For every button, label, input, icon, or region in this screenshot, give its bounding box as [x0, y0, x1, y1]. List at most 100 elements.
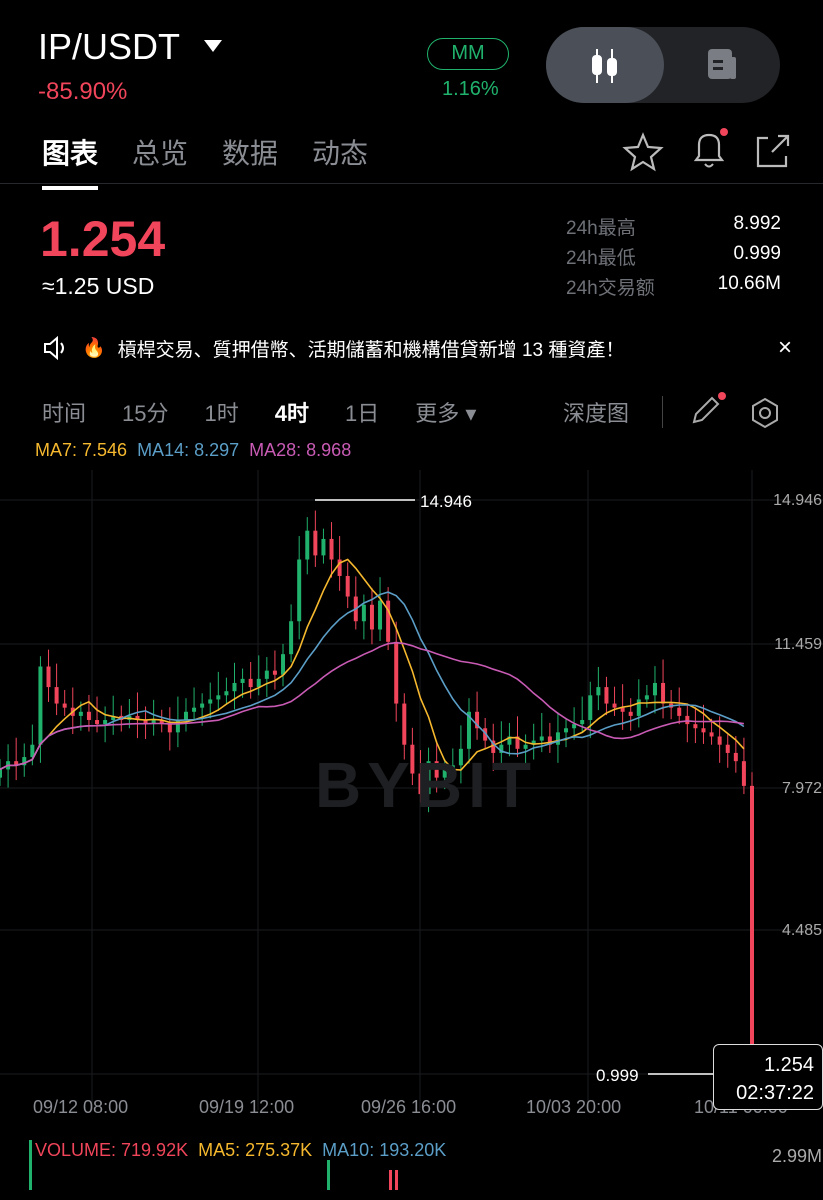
last-price: 1.254	[40, 211, 166, 267]
y-tick: 4.485	[781, 922, 822, 939]
candle-body	[240, 678, 245, 683]
tf-15m[interactable]: 15分	[122, 401, 169, 426]
candle-body	[612, 703, 617, 708]
candle-body	[628, 711, 633, 716]
ma28-label: MA28: 8.968	[249, 440, 352, 460]
candle-body	[0, 769, 2, 778]
last-price-tag: 1.254 02:37:22	[713, 1044, 823, 1110]
candle-body	[167, 724, 172, 733]
tf-1d[interactable]: 1日	[345, 401, 380, 426]
orderbook-icon[interactable]	[704, 47, 740, 83]
mm-badge[interactable]: MM	[427, 38, 509, 70]
depth-chart-button[interactable]: 深度图	[563, 401, 630, 426]
ma14-line	[0, 591, 745, 771]
fire-icon: 🔥	[82, 338, 106, 359]
ma7-line	[0, 558, 745, 771]
price-chart[interactable]	[0, 470, 823, 1190]
low-label: 0.999	[596, 1066, 639, 1085]
pair-dropdown-icon[interactable]	[204, 40, 222, 52]
candle-body	[337, 559, 342, 576]
candle-body	[596, 687, 601, 696]
candle-body	[475, 711, 480, 729]
candle-body	[200, 703, 205, 708]
pencil-icon[interactable]	[688, 392, 726, 428]
usd-price: ≈1.25 USD	[42, 273, 155, 299]
volume-legend: VOLUME: 719.92K MA5: 275.37K MA10: 193.2…	[35, 1140, 446, 1161]
candle-body	[62, 703, 67, 708]
close-icon[interactable]: ×	[777, 334, 792, 361]
candle-body	[175, 720, 180, 733]
candle-body	[95, 720, 100, 725]
candle-body	[289, 621, 294, 655]
pair-title[interactable]: IP/USDT	[38, 26, 181, 67]
candle-body	[345, 575, 350, 597]
candle-body	[281, 654, 286, 675]
tab-data[interactable]: 数据	[222, 138, 279, 169]
candle-body	[159, 720, 164, 725]
ma-legend: MA7: 7.546 MA14: 8.297 MA28: 8.968	[35, 440, 351, 461]
candle-body	[103, 720, 108, 725]
candle-body	[564, 728, 569, 733]
candle-body	[677, 707, 682, 716]
tab-feed[interactable]: 动态	[312, 138, 369, 169]
view-toggle[interactable]	[546, 27, 780, 103]
candle-body	[531, 740, 536, 745]
candle-body	[38, 666, 43, 745]
candle-body	[620, 707, 625, 712]
tf-1h[interactable]: 1时	[204, 401, 239, 426]
volume-bar	[29, 1140, 32, 1190]
main-tabs: 图表 总览 数据 动态	[42, 132, 369, 190]
divider	[662, 396, 663, 428]
candle-body	[143, 720, 148, 725]
y-tick: 14.946	[773, 492, 822, 509]
candle-body	[523, 744, 528, 749]
chart-view-button[interactable]	[546, 27, 664, 103]
candle-body	[410, 744, 415, 774]
candle-body	[434, 761, 439, 778]
x-tick: 10/03 20:00	[526, 1097, 622, 1117]
share-icon[interactable]	[752, 132, 792, 172]
stat-turnover: 24h交易额 10.66M	[566, 273, 781, 299]
speaker-icon	[44, 335, 64, 361]
tf-more[interactable]: 更多 ▾	[415, 401, 477, 426]
candle-body	[378, 600, 383, 630]
candle-body	[725, 744, 730, 753]
candle-body	[111, 715, 116, 721]
candle-body	[232, 682, 237, 692]
candle-body	[329, 538, 334, 560]
candle-body	[483, 728, 488, 741]
candle-body	[135, 715, 140, 721]
volume-ma5: MA5: 275.37K	[198, 1140, 313, 1160]
candle-body	[491, 740, 496, 753]
candle-body	[151, 720, 156, 725]
x-tick: 09/12 08:00	[33, 1097, 129, 1117]
candle-body	[499, 744, 504, 753]
candle-body	[507, 736, 512, 745]
tab-chart[interactable]: 图表	[42, 132, 99, 190]
y-tick: 11.459	[774, 636, 822, 653]
candle-body	[539, 736, 544, 741]
candle-body	[466, 711, 471, 749]
candle-body	[264, 670, 269, 679]
tf-time[interactable]: 时间	[42, 401, 87, 426]
candle-body	[216, 695, 221, 700]
candle-body	[547, 736, 552, 745]
star-icon[interactable]	[622, 132, 664, 172]
candle-body	[709, 732, 714, 737]
tab-overview[interactable]: 总览	[132, 138, 189, 169]
settings-icon[interactable]	[748, 396, 782, 430]
candle-body	[604, 687, 609, 704]
candle-body	[54, 687, 59, 704]
announcement-text[interactable]: 槓桿交易、質押借幣、活期儲蓄和機構借貸新增 13 種資產！	[117, 339, 625, 361]
bell-icon[interactable]	[688, 126, 730, 172]
candle-body	[394, 641, 399, 704]
candle-body	[717, 736, 722, 745]
stat-low: 24h最低 0.999	[566, 243, 781, 269]
candle-body	[30, 744, 35, 758]
tf-4h[interactable]: 4时	[274, 401, 309, 426]
candle-body	[297, 559, 302, 622]
announcement-bar[interactable]: 🔥 槓桿交易、質押借幣、活期儲蓄和機構借貸新增 13 種資產！ ×	[42, 334, 792, 362]
candle-body	[644, 695, 649, 700]
candle-body	[208, 699, 213, 704]
candle-body	[733, 752, 738, 762]
